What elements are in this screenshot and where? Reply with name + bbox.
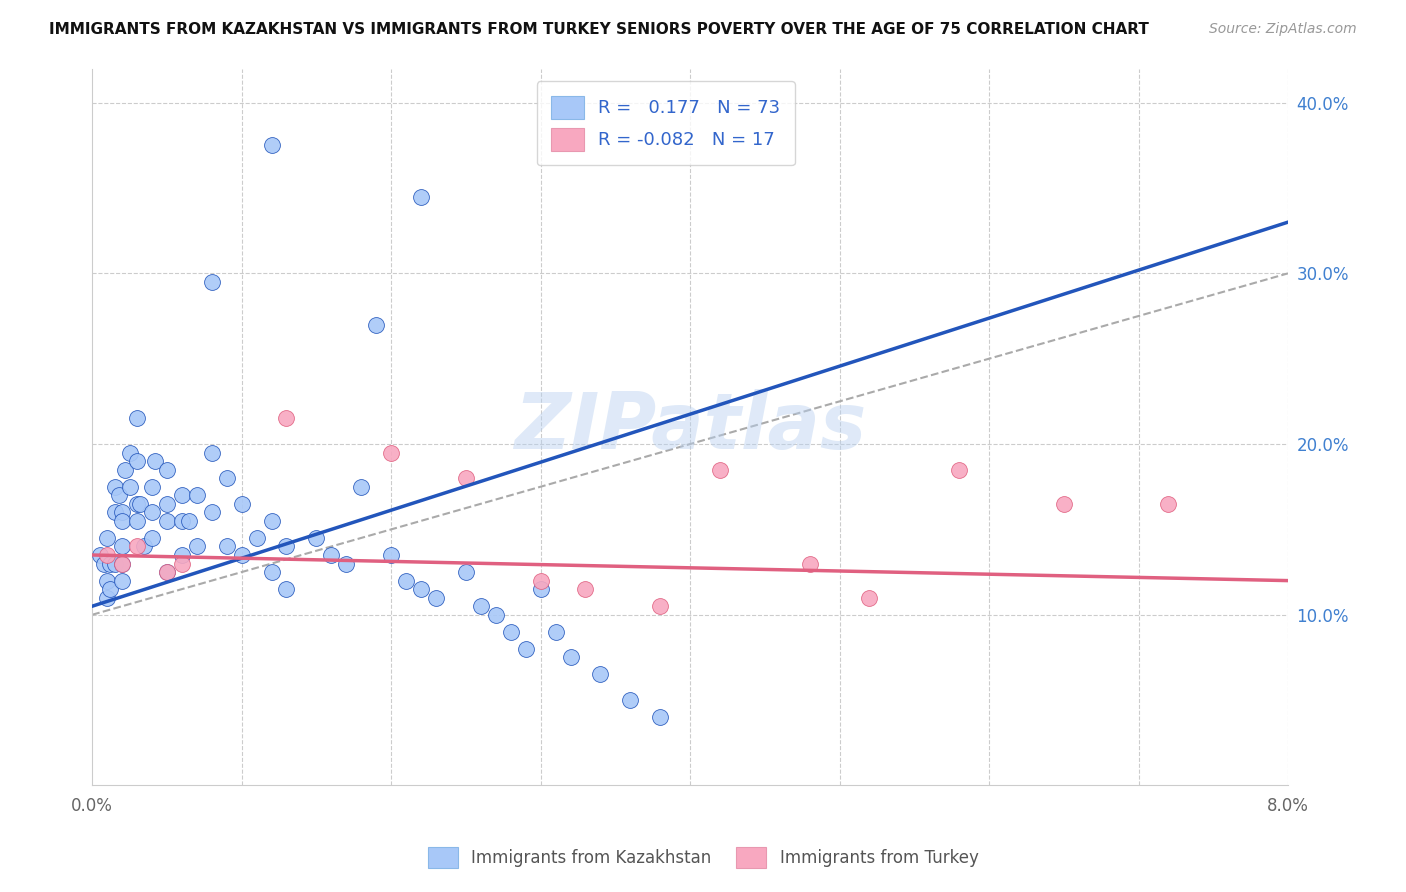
- Point: [350, 480, 373, 494]
- Point: [650, 710, 672, 724]
- Point: [231, 548, 253, 562]
- Point: [260, 565, 283, 579]
- Point: [156, 497, 179, 511]
- Point: [134, 540, 156, 554]
- Point: [170, 488, 193, 502]
- Point: [114, 463, 136, 477]
- Point: [948, 463, 970, 477]
- Point: [129, 497, 152, 511]
- Point: [170, 557, 193, 571]
- Point: [454, 565, 477, 579]
- Point: [305, 531, 328, 545]
- Point: [96, 574, 118, 588]
- Point: [454, 471, 477, 485]
- Point: [118, 480, 141, 494]
- Point: [409, 582, 432, 596]
- Point: [321, 548, 343, 562]
- Text: Source: ZipAtlas.com: Source: ZipAtlas.com: [1209, 22, 1357, 37]
- Point: [96, 591, 118, 605]
- Point: [108, 488, 131, 502]
- Point: [470, 599, 492, 614]
- Point: [89, 548, 111, 562]
- Point: [201, 505, 224, 519]
- Point: [589, 667, 612, 681]
- Point: [650, 599, 672, 614]
- Point: [380, 548, 402, 562]
- Point: [111, 557, 134, 571]
- Point: [574, 582, 596, 596]
- Point: [141, 531, 163, 545]
- Point: [335, 557, 357, 571]
- Point: [156, 565, 179, 579]
- Point: [395, 574, 418, 588]
- Point: [186, 540, 208, 554]
- Point: [544, 624, 567, 639]
- Point: [179, 514, 201, 528]
- Point: [156, 463, 179, 477]
- Point: [1053, 497, 1076, 511]
- Point: [98, 582, 121, 596]
- Point: [515, 641, 537, 656]
- Point: [96, 531, 118, 545]
- Point: [276, 411, 298, 425]
- Point: [260, 138, 283, 153]
- Point: [186, 488, 208, 502]
- Point: [529, 582, 551, 596]
- Text: IMMIGRANTS FROM KAZAKHSTAN VS IMMIGRANTS FROM TURKEY SENIORS POVERTY OVER THE AG: IMMIGRANTS FROM KAZAKHSTAN VS IMMIGRANTS…: [49, 22, 1149, 37]
- Point: [799, 557, 821, 571]
- Point: [111, 574, 134, 588]
- Point: [560, 650, 582, 665]
- Point: [260, 514, 283, 528]
- Point: [141, 505, 163, 519]
- Point: [529, 574, 551, 588]
- Point: [215, 540, 238, 554]
- Point: [276, 540, 298, 554]
- Point: [201, 445, 224, 459]
- Point: [125, 411, 148, 425]
- Point: [104, 480, 127, 494]
- Point: [104, 557, 127, 571]
- Point: [156, 514, 179, 528]
- Point: [201, 275, 224, 289]
- Point: [125, 497, 148, 511]
- Point: [96, 548, 118, 562]
- Point: [93, 557, 115, 571]
- Point: [276, 582, 298, 596]
- Point: [709, 463, 731, 477]
- Point: [111, 540, 134, 554]
- Point: [170, 514, 193, 528]
- Point: [98, 557, 121, 571]
- Legend: Immigrants from Kazakhstan, Immigrants from Turkey: Immigrants from Kazakhstan, Immigrants f…: [420, 840, 986, 875]
- Point: [156, 565, 179, 579]
- Point: [499, 624, 522, 639]
- Point: [231, 497, 253, 511]
- Point: [619, 693, 641, 707]
- Point: [409, 189, 432, 203]
- Point: [143, 454, 166, 468]
- Point: [425, 591, 447, 605]
- Point: [215, 471, 238, 485]
- Legend: R =   0.177   N = 73, R = -0.082   N = 17: R = 0.177 N = 73, R = -0.082 N = 17: [537, 81, 794, 165]
- Point: [111, 557, 134, 571]
- Point: [246, 531, 269, 545]
- Point: [485, 607, 508, 622]
- Point: [104, 505, 127, 519]
- Point: [118, 445, 141, 459]
- Point: [366, 318, 388, 332]
- Point: [380, 445, 402, 459]
- Point: [858, 591, 880, 605]
- Point: [141, 480, 163, 494]
- Text: ZIPatlas: ZIPatlas: [515, 389, 866, 465]
- Point: [111, 514, 134, 528]
- Point: [1157, 497, 1180, 511]
- Point: [170, 548, 193, 562]
- Point: [111, 505, 134, 519]
- Point: [125, 540, 148, 554]
- Point: [125, 514, 148, 528]
- Point: [125, 454, 148, 468]
